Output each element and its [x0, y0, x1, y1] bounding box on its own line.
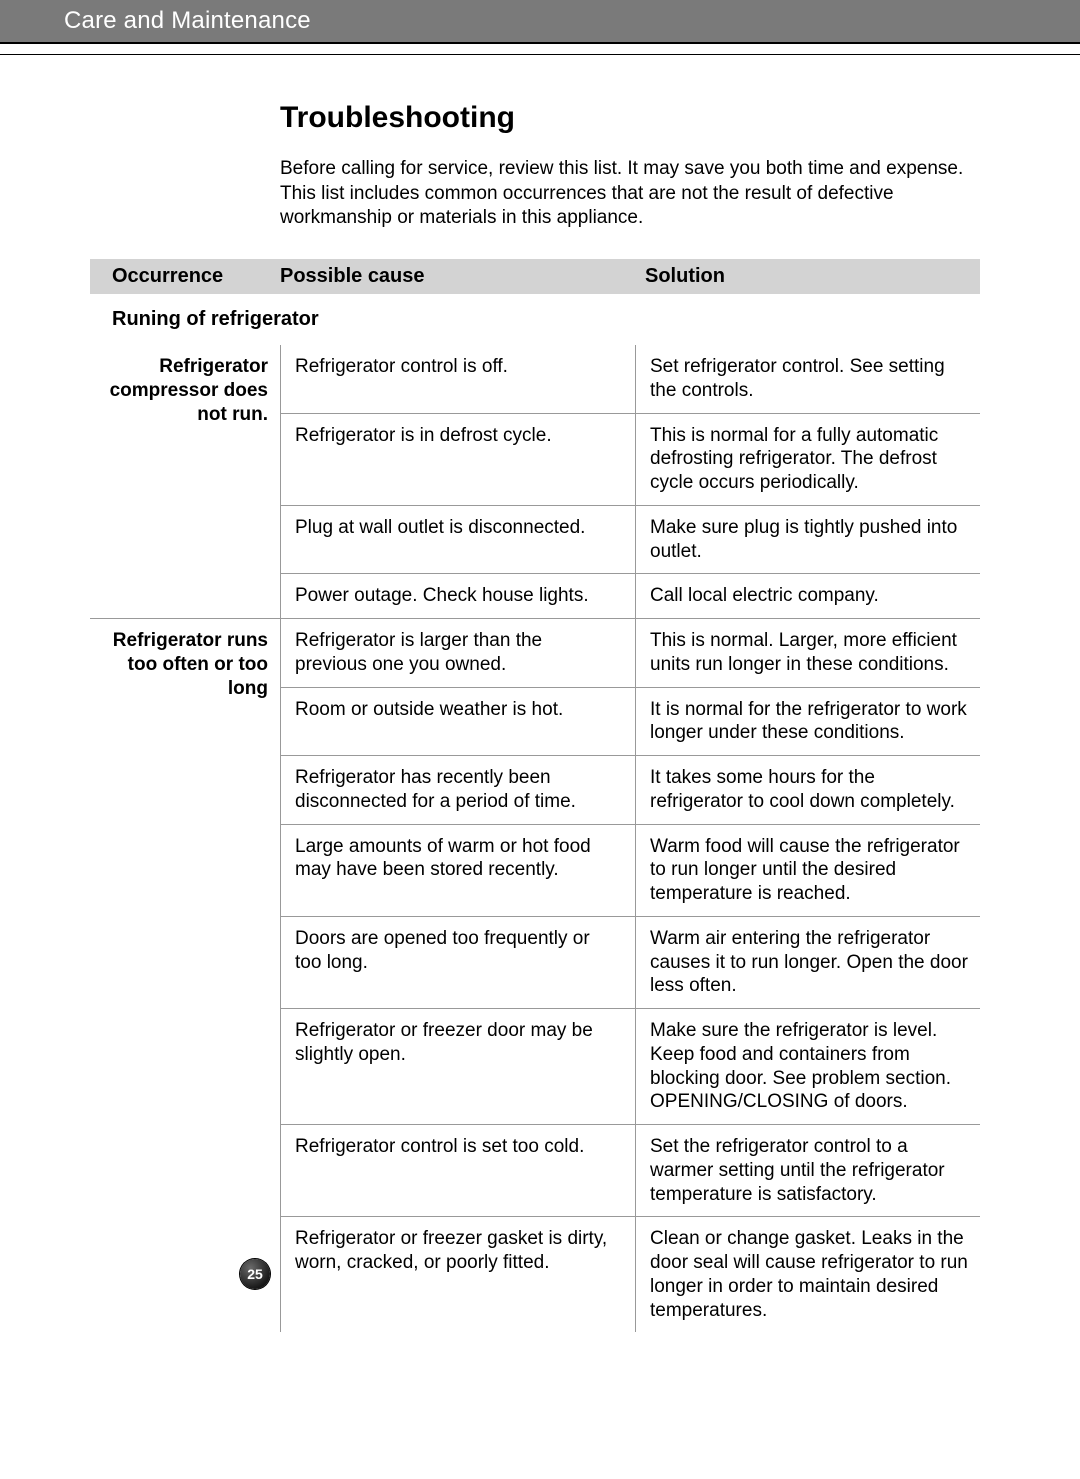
solution-cell: Call local electric company. — [636, 574, 980, 618]
troubleshooting-table: Occurrence Possible cause Solution Runin… — [90, 259, 980, 1332]
page-content: Troubleshooting Before calling for servi… — [0, 55, 1080, 1332]
cause-cell: Refrigerator control is off. — [281, 345, 636, 413]
page-number-badge: 25 — [240, 1259, 270, 1289]
rows-container: Refrigerator is larger than the previous… — [280, 619, 980, 1332]
cause-cell: Large amounts of warm or hot food may ha… — [281, 825, 636, 916]
table-group: Refrigerator compressor does not run.Ref… — [90, 345, 980, 619]
solution-cell: Set refrigerator control. See setting th… — [636, 345, 980, 413]
cause-cell: Refrigerator or freezer door may be slig… — [281, 1009, 636, 1124]
table-row: Room or outside weather is hot.It is nor… — [281, 688, 980, 757]
table-row: Refrigerator is in defrost cycle.This is… — [281, 414, 980, 506]
solution-cell: It takes some hours for the refrigerator… — [636, 756, 980, 824]
cause-cell: Refrigerator or freezer gasket is dirty,… — [281, 1217, 636, 1332]
cause-cell: Plug at wall outlet is disconnected. — [281, 506, 636, 574]
cause-cell: Doors are opened too frequently or too l… — [281, 917, 636, 1008]
rows-container: Refrigerator control is off.Set refriger… — [280, 345, 980, 618]
table-row: Plug at wall outlet is disconnected.Make… — [281, 506, 980, 575]
solution-cell: Make sure the refrigerator is level. Kee… — [636, 1009, 980, 1124]
intro-paragraph: Before calling for service, review this … — [280, 157, 980, 231]
solution-cell: Clean or change gasket. Leaks in the doo… — [636, 1217, 980, 1332]
solution-cell: Warm food will cause the refrigerator to… — [636, 825, 980, 916]
section-title: Runing of refrigerator — [90, 294, 980, 345]
cause-cell: Power outage. Check house lights. — [281, 574, 636, 618]
solution-cell: Make sure plug is tightly pushed into ou… — [636, 506, 980, 574]
solution-cell: Warm air entering the refrigerator cause… — [636, 917, 980, 1008]
solution-cell: This is normal. Larger, more efficient u… — [636, 619, 980, 687]
header-tab-bar: Care and Maintenance — [0, 0, 1080, 44]
occurrence-cell: Refrigerator compressor does not run. — [90, 345, 280, 618]
header-tab-label: Care and Maintenance — [64, 7, 311, 35]
table-header-row: Occurrence Possible cause Solution — [90, 259, 980, 294]
solution-cell: This is normal for a fully automatic def… — [636, 414, 980, 505]
cause-cell: Refrigerator control is set too cold. — [281, 1125, 636, 1216]
cause-cell: Refrigerator is larger than the previous… — [281, 619, 636, 687]
col-header-cause: Possible cause — [280, 265, 635, 288]
table-row: Doors are opened too frequently or too l… — [281, 917, 980, 1009]
page-number: 25 — [247, 1266, 263, 1282]
table-group: Refrigerator runs too often or too longR… — [90, 619, 980, 1332]
solution-cell: Set the refrigerator control to a warmer… — [636, 1125, 980, 1216]
col-header-occurrence: Occurrence — [90, 265, 280, 288]
table-row: Refrigerator or freezer door may be slig… — [281, 1009, 980, 1125]
col-header-solution: Solution — [635, 265, 980, 288]
table-row: Refrigerator has recently been disconnec… — [281, 756, 980, 825]
table-row: Refrigerator or freezer gasket is dirty,… — [281, 1217, 980, 1332]
occurrence-cell: Refrigerator runs too often or too long — [90, 619, 280, 1332]
table-row: Power outage. Check house lights.Call lo… — [281, 574, 980, 618]
cause-cell: Refrigerator is in defrost cycle. — [281, 414, 636, 505]
page-title: Troubleshooting — [280, 101, 980, 135]
table-row: Large amounts of warm or hot food may ha… — [281, 825, 980, 917]
solution-cell: It is normal for the refrigerator to wor… — [636, 688, 980, 756]
table-row: Refrigerator control is off.Set refriger… — [281, 345, 980, 414]
cause-cell: Room or outside weather is hot. — [281, 688, 636, 756]
table-row: Refrigerator is larger than the previous… — [281, 619, 980, 688]
cause-cell: Refrigerator has recently been disconnec… — [281, 756, 636, 824]
table-row: Refrigerator control is set too cold.Set… — [281, 1125, 980, 1217]
